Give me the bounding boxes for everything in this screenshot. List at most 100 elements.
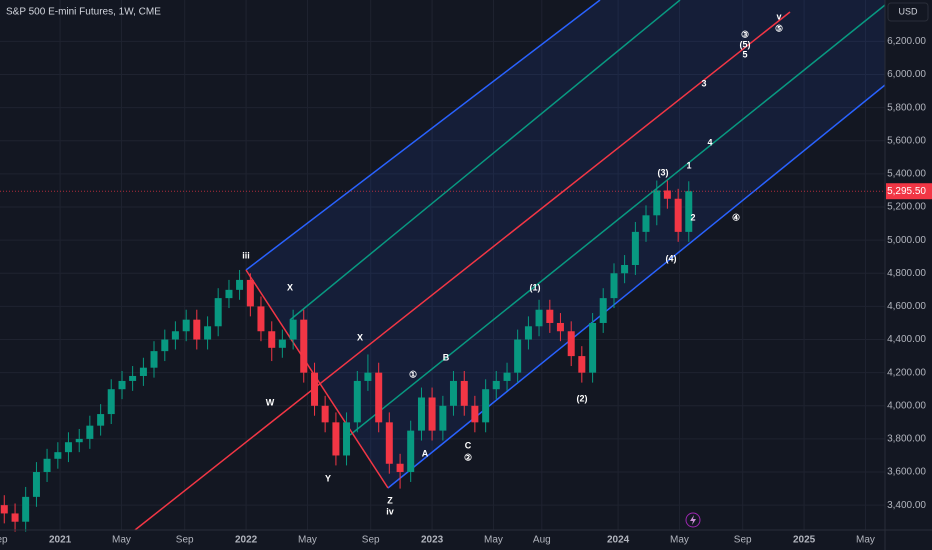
- y-tick-label: 3,600.00: [887, 467, 926, 478]
- last-price-label: 5,295.50: [887, 186, 926, 197]
- candle-body: [514, 339, 522, 373]
- y-tick-label: 6,200.00: [887, 36, 926, 47]
- wave-label: 3: [701, 78, 706, 88]
- candle-body: [268, 331, 276, 348]
- candle-body: [139, 367, 147, 376]
- candle-body: [22, 496, 30, 522]
- y-tick-label: 4,000.00: [887, 400, 926, 411]
- candle-body: [407, 430, 415, 473]
- candle-body: [321, 405, 329, 423]
- y-tick-label: 4,800.00: [887, 268, 926, 279]
- candle-body: [225, 289, 233, 299]
- y-tick-label: 4,200.00: [887, 367, 926, 378]
- candle-body: [375, 372, 383, 423]
- candle-body: [599, 298, 607, 323]
- wave-label: 2: [690, 212, 695, 222]
- x-tick-label: 2023: [421, 535, 444, 546]
- pitchfork-lower: [387, 84, 886, 489]
- candle-body: [653, 190, 661, 216]
- x-tick-label: May: [484, 535, 503, 546]
- currency-box[interactable]: [887, 2, 929, 22]
- candle-body: [546, 309, 554, 323]
- x-tick-label: May: [856, 535, 875, 546]
- candle-body: [11, 513, 19, 522]
- wave-label: W: [266, 397, 275, 407]
- candle-body: [535, 309, 543, 327]
- event-icon[interactable]: [685, 512, 701, 528]
- y-tick-label: 5,000.00: [887, 235, 926, 246]
- candle-body: [107, 389, 115, 415]
- candle-body: [32, 472, 40, 497]
- candle-body: [86, 425, 94, 439]
- pitchfork-lower-mid: [349, 4, 886, 436]
- candle-body: [492, 380, 500, 390]
- candle-body: [161, 339, 169, 352]
- pitchfork-median: [134, 11, 791, 531]
- candle-body: [460, 380, 468, 406]
- x-tick-label: Sep: [176, 535, 194, 546]
- candles: [0, 180, 693, 532]
- currency: USD: [898, 6, 918, 16]
- candle-body: [214, 298, 222, 327]
- candle-body: [385, 422, 393, 464]
- candle-body: [642, 215, 650, 232]
- candle-body: [300, 319, 308, 373]
- wave-label: ⑤: [775, 23, 783, 33]
- wave-label: Y: [325, 473, 331, 483]
- event-icon-bolt: [690, 515, 696, 525]
- x-tick-label: May: [298, 535, 317, 546]
- wave-label: iv: [386, 506, 394, 516]
- candle-body: [311, 372, 319, 406]
- pitchfork-upper-mid: [289, 0, 681, 321]
- candle-body: [118, 380, 126, 390]
- candle-body: [257, 306, 265, 332]
- y-tick-label: 3,400.00: [887, 500, 926, 511]
- candle-body: [343, 422, 351, 456]
- candle-body: [482, 389, 490, 423]
- candle-body: [578, 356, 586, 373]
- y-tick-label: 5,200.00: [887, 202, 926, 213]
- candle-body: [0, 505, 8, 514]
- candle-body: [204, 326, 212, 340]
- candle-body: [75, 438, 83, 443]
- wave-label: (4): [666, 253, 677, 263]
- candle-body: [64, 442, 72, 453]
- candle-body: [428, 397, 436, 431]
- candle-body: [97, 414, 105, 426]
- candle-body: [449, 380, 457, 406]
- candle-body: [663, 190, 671, 199]
- wave-label: B: [443, 352, 450, 362]
- wave-label: 1: [686, 160, 691, 170]
- candle-body: [182, 319, 190, 332]
- pitchfork-upper: [245, 0, 601, 271]
- wave-label: A: [422, 448, 429, 458]
- wave-label: X: [357, 332, 363, 342]
- candle-body: [471, 405, 479, 423]
- x-tick-label: Sep: [0, 535, 8, 546]
- candle-body: [621, 265, 629, 274]
- candle-body: [589, 322, 597, 373]
- candle-body: [332, 422, 340, 456]
- candle-body: [246, 279, 254, 307]
- y-tick-label: 5,800.00: [887, 102, 926, 113]
- x-tick-label: 2022: [235, 535, 258, 546]
- candle-body: [193, 319, 201, 340]
- wave-label: ④: [732, 212, 740, 222]
- y-tick-label: 5,400.00: [887, 169, 926, 180]
- chart-title: S&P 500 E-mini Futures, 1W, CME: [6, 7, 161, 18]
- wave-label: 5: [742, 49, 747, 59]
- wave-label: ②: [464, 452, 472, 462]
- x-tick-label: 2021: [49, 535, 72, 546]
- x-tick-label: 2025: [793, 535, 816, 546]
- candle-body: [524, 326, 532, 340]
- wave-label: (1): [530, 282, 541, 292]
- wave-label: X: [287, 282, 293, 292]
- candle-body: [129, 375, 137, 381]
- wave-label: v: [776, 11, 781, 21]
- wave-label: (2): [577, 393, 588, 403]
- y-tick-label: 3,800.00: [887, 434, 926, 445]
- candle-body: [556, 322, 564, 332]
- wave-label: (3): [658, 167, 669, 177]
- candle-body: [150, 351, 158, 368]
- candle-body: [610, 273, 618, 299]
